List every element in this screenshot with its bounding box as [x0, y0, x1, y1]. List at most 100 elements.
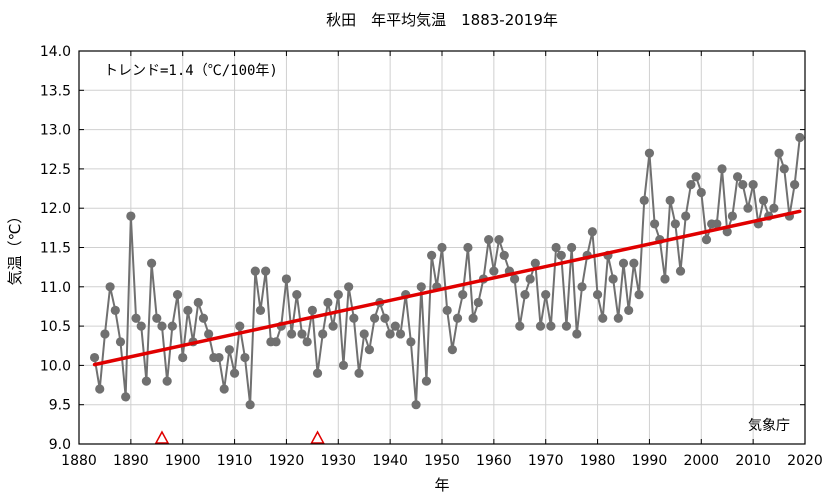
data-point — [168, 322, 177, 331]
credit-label: 気象庁 — [748, 418, 790, 434]
data-point — [360, 329, 369, 338]
data-point — [246, 400, 255, 409]
data-point — [546, 322, 555, 331]
x-tick-label: 1920 — [269, 453, 305, 469]
data-point — [90, 353, 99, 362]
data-point — [339, 361, 348, 370]
data-point — [609, 274, 618, 283]
y-tick-label: 9.5 — [49, 398, 71, 414]
station-change-marker — [156, 432, 168, 443]
data-point — [474, 298, 483, 307]
y-tick-label: 11.0 — [40, 280, 71, 296]
data-point — [251, 266, 260, 275]
data-point — [769, 204, 778, 213]
x-tick-label: 1950 — [424, 453, 460, 469]
x-tick-label: 1960 — [476, 453, 512, 469]
x-tick-label: 1980 — [580, 453, 616, 469]
data-point — [380, 314, 389, 323]
data-point — [686, 180, 695, 189]
data-point — [702, 235, 711, 244]
data-point — [437, 243, 446, 252]
x-tick-label: 2020 — [787, 453, 823, 469]
x-tick-label: 1880 — [61, 453, 97, 469]
data-point — [121, 392, 130, 401]
data-point — [500, 251, 509, 260]
data-point — [214, 353, 223, 362]
chart-title: 秋田 年平均気温 1883-2019年 — [326, 11, 558, 29]
data-point — [614, 314, 623, 323]
data-point — [448, 345, 457, 354]
x-tick-label: 1940 — [372, 453, 408, 469]
data-point — [100, 329, 109, 338]
data-point — [640, 196, 649, 205]
chart: 秋田 年平均気温 1883-2019年 気温（℃） 年 1880 1890 1900… — [0, 0, 833, 498]
data-point — [173, 290, 182, 299]
data-point — [692, 172, 701, 181]
x-tick-label: 2010 — [735, 453, 771, 469]
data-point — [443, 306, 452, 315]
y-tick-label: 13.0 — [40, 123, 71, 139]
data-point — [95, 384, 104, 393]
data-point — [147, 259, 156, 268]
y-tick-label: 14.0 — [40, 44, 71, 60]
data-point — [256, 306, 265, 315]
data-point — [396, 329, 405, 338]
data-point — [126, 211, 135, 220]
data-point — [463, 243, 472, 252]
data-point — [323, 298, 332, 307]
data-point — [619, 259, 628, 268]
data-point — [386, 329, 395, 338]
data-point — [634, 290, 643, 299]
data-point — [780, 164, 789, 173]
data-point — [292, 290, 301, 299]
data-point — [562, 322, 571, 331]
data-point — [666, 196, 675, 205]
data-point — [370, 314, 379, 323]
data-point — [494, 235, 503, 244]
data-point — [593, 290, 602, 299]
data-point — [137, 322, 146, 331]
data-point — [287, 329, 296, 338]
data-point — [142, 377, 151, 386]
data-point — [557, 251, 566, 260]
station-change-marker — [312, 432, 324, 443]
x-tick-label: 1990 — [632, 453, 668, 469]
data-point — [697, 188, 706, 197]
data-point — [453, 314, 462, 323]
data-point — [178, 353, 187, 362]
data-point — [406, 337, 415, 346]
data-point — [681, 211, 690, 220]
y-tick-label: 10.5 — [40, 319, 71, 335]
y-axis-label: 気温（℃） — [6, 209, 24, 286]
data-point — [391, 322, 400, 331]
data-point — [515, 322, 524, 331]
data-point — [199, 314, 208, 323]
data-point — [308, 306, 317, 315]
x-tick-label: 1930 — [320, 453, 356, 469]
data-point — [303, 337, 312, 346]
data-point — [541, 290, 550, 299]
plot-area — [90, 133, 804, 443]
data-point — [230, 369, 239, 378]
y-tick-label: 11.5 — [40, 241, 71, 257]
data-point — [318, 329, 327, 338]
data-point — [567, 243, 576, 252]
data-point — [660, 274, 669, 283]
data-point — [676, 266, 685, 275]
data-point — [131, 314, 140, 323]
data-point — [235, 322, 244, 331]
data-point — [365, 345, 374, 354]
data-point — [717, 164, 726, 173]
data-point — [790, 180, 799, 189]
x-tick-label: 1900 — [165, 453, 201, 469]
data-point — [194, 298, 203, 307]
data-point — [572, 329, 581, 338]
data-point — [329, 322, 338, 331]
data-point — [598, 314, 607, 323]
y-tick-label: 12.0 — [40, 201, 71, 217]
data-point — [577, 282, 586, 291]
data-point — [111, 306, 120, 315]
data-point — [334, 290, 343, 299]
data-point — [645, 149, 654, 158]
trend-annotation: トレンド=1.4（℃/100年) — [104, 63, 278, 79]
